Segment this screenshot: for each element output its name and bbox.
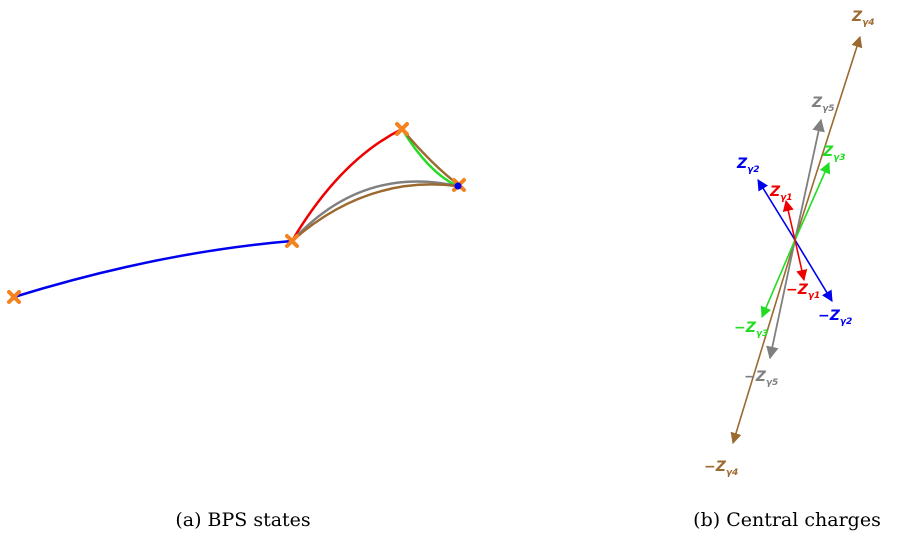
label-neg-z-gamma2: −Zγ2: [818, 308, 852, 327]
bps-states-panel: [7, 122, 466, 304]
bps-curve-green: [400, 128, 458, 188]
arrow-neg-z-gamma5: [766, 239, 796, 360]
arrow-neg-z-gamma2: [794, 239, 833, 302]
arrow-neg-z-gamma1: [794, 239, 808, 282]
caption-bps-states: (a) BPS states: [175, 509, 310, 531]
label-z-gamma2: Zγ2: [736, 156, 760, 175]
caption-central-charges: (b) Central charges: [693, 509, 881, 531]
branch-point-marker: [285, 234, 299, 248]
arrow-z-gamma1: [782, 199, 796, 241]
arrow-z-gamma3: [794, 161, 831, 241]
branch-point-marker: [395, 122, 409, 136]
label-z-gamma4: Zγ4: [851, 9, 875, 28]
arrow-z-gamma4: [794, 35, 863, 241]
arrow-neg-z-gamma3: [760, 239, 796, 319]
branch-point-marker: [7, 290, 21, 304]
bps-curve-brown-short: [401, 128, 461, 187]
puncture-dot: [454, 182, 462, 190]
label-neg-z-gamma3: −Zγ3: [734, 320, 768, 339]
arrow-z-gamma5: [794, 118, 825, 241]
bps-curve-red: [290, 127, 403, 242]
arrow-neg-z-gamma4: [730, 239, 796, 445]
label-neg-z-gamma4: −Zγ4: [704, 459, 738, 478]
bps-curve-blue: [13, 239, 293, 299]
label-z-gamma5: Zγ5: [811, 95, 835, 114]
label-z-gamma3: Zγ3: [822, 144, 846, 163]
central-charges-panel: Zγ4 −Zγ4 Zγ5 −Zγ5 Zγ3 −Zγ3 Zγ2 −Zγ2 Zγ1 …: [704, 9, 875, 478]
bps-curve-brown: [291, 183, 458, 242]
label-neg-z-gamma5: −Zγ5: [744, 369, 778, 388]
bps-curve-gray: [291, 180, 458, 242]
label-z-gamma1: Zγ1: [769, 184, 793, 203]
arrow-z-gamma2: [757, 179, 796, 241]
label-neg-z-gamma1: −Zγ1: [786, 282, 820, 301]
